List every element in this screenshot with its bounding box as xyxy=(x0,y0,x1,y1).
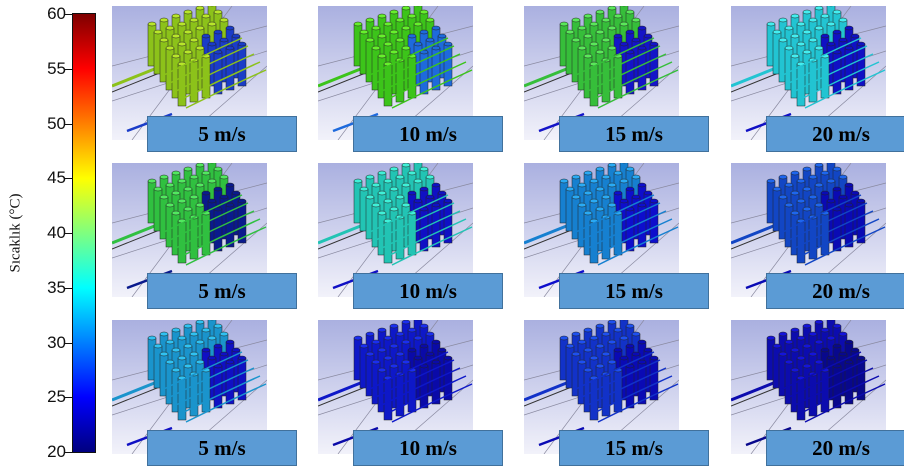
colorbar-tick-label: 45 xyxy=(47,168,66,188)
sim-cell: 5 m/s xyxy=(112,163,302,313)
simulation-panel xyxy=(731,320,886,454)
simulation-panel xyxy=(318,6,473,140)
sim-cell: 20 m/s xyxy=(731,320,904,470)
colorbar-tick-mark xyxy=(64,452,72,453)
sim-cell: 5 m/s xyxy=(112,6,302,156)
air-speed-label: 15 m/s xyxy=(559,273,709,309)
air-speed-label: 5 m/s xyxy=(147,116,297,152)
air-speed-label: 5 m/s xyxy=(147,430,297,466)
air-speed-label: 10 m/s xyxy=(353,273,503,309)
sim-cell: 10 m/s xyxy=(318,163,508,313)
colorbar-tick-label: 40 xyxy=(47,223,66,242)
heat-exchanger-render xyxy=(318,6,473,140)
air-speed-label: 15 m/s xyxy=(559,430,709,466)
simulation-panel xyxy=(524,320,679,454)
colorbar-tick-label: 60 xyxy=(47,4,66,23)
sim-cell: 15 m/s xyxy=(524,163,714,313)
temperature-colorbar xyxy=(72,13,96,453)
colorbar-label: Sıcaklık (°C) xyxy=(7,193,24,273)
colorbar-tick-mark xyxy=(64,342,72,344)
sim-cell: 10 m/s xyxy=(318,320,508,470)
colorbar-tick-label: 30 xyxy=(47,332,66,352)
colorbar-tick-label: 20 xyxy=(47,442,66,461)
colorbar-tick-label: 55 xyxy=(47,58,66,78)
heat-exchanger-render xyxy=(112,6,267,140)
air-speed-label: 5 m/s xyxy=(147,273,297,309)
sim-cell: 10 m/s xyxy=(318,6,508,156)
colorbar-tick-mark xyxy=(64,397,72,399)
colorbar-tick-mark xyxy=(64,287,72,289)
sim-cell: 15 m/s xyxy=(524,6,714,156)
colorbar-tick-label: 35 xyxy=(47,277,66,297)
air-speed-label: 15 m/s xyxy=(559,116,709,152)
sim-cell: 15 m/s xyxy=(524,320,714,470)
air-speed-label: 20 m/s xyxy=(766,273,904,309)
colorbar-tick-mark xyxy=(64,14,72,15)
colorbar-tick-mark xyxy=(64,233,72,234)
heat-exchanger-render xyxy=(524,320,679,454)
sim-cell: 20 m/s xyxy=(731,6,904,156)
colorbar-tick-mark xyxy=(64,68,72,70)
sim-cell: 5 m/s xyxy=(112,320,302,470)
simulation-panel xyxy=(112,6,267,140)
colorbar-tick-label: 50 xyxy=(47,113,66,133)
air-speed-label: 10 m/s xyxy=(353,116,503,152)
air-speed-label: 20 m/s xyxy=(766,116,904,152)
air-speed-label: 10 m/s xyxy=(353,430,503,466)
heat-exchanger-render xyxy=(731,320,886,454)
colorbar-tick-mark xyxy=(64,123,72,125)
air-speed-label: 20 m/s xyxy=(766,430,904,466)
colorbar-tick-label: 25 xyxy=(47,387,66,407)
colorbar-tick-mark xyxy=(64,178,72,180)
sim-cell: 20 m/s xyxy=(731,163,904,313)
